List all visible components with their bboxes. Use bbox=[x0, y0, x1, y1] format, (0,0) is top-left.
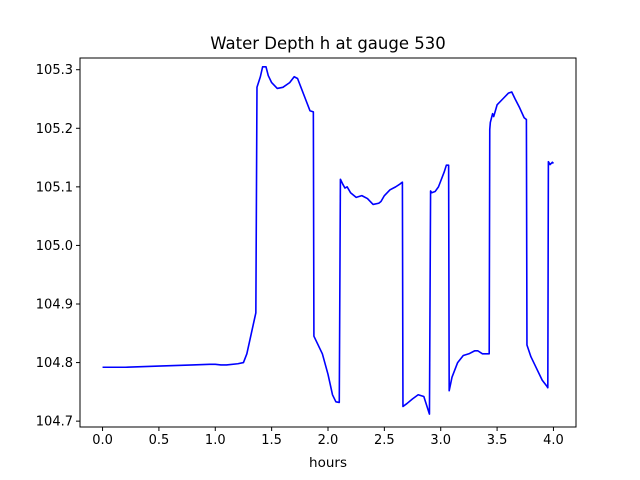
series-layer bbox=[102, 65, 555, 415]
series-line-1 bbox=[102, 65, 555, 415]
x-tick-label: 3.0 bbox=[430, 433, 451, 448]
y-tick-label: 105.3 bbox=[36, 63, 73, 78]
y-tick-label: 104.7 bbox=[36, 415, 73, 430]
x-tick-label: 4.0 bbox=[543, 433, 564, 448]
y-tick-label: 105.2 bbox=[36, 122, 73, 137]
x-tick-label: 2.0 bbox=[318, 433, 339, 448]
x-axis-label: hours bbox=[309, 455, 347, 471]
x-tick-label: 1.5 bbox=[261, 433, 282, 448]
x-tick-label: 0.5 bbox=[149, 433, 170, 448]
x-axis: 0.0 0.5 1.0 1.5 2.0 2.5 3.0 3.5 4.0 bbox=[92, 427, 564, 448]
y-tick-label: 104.9 bbox=[36, 298, 73, 313]
x-tick-label: 0.0 bbox=[92, 433, 113, 448]
y-tick-label: 104.8 bbox=[36, 356, 73, 371]
y-axis: 104.7 104.8 104.9 105.0 105.1 105.2 105.3 bbox=[36, 63, 80, 430]
x-tick-label: 3.5 bbox=[487, 433, 508, 448]
y-tick-label: 105.1 bbox=[36, 180, 73, 195]
x-tick-label: 1.0 bbox=[205, 433, 226, 448]
y-tick-label: 105.0 bbox=[36, 239, 73, 254]
chart-title: Water Depth h at gauge 530 bbox=[210, 34, 445, 53]
x-tick-label: 2.5 bbox=[374, 433, 395, 448]
